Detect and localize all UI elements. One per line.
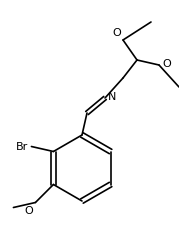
Text: O: O xyxy=(162,59,171,69)
Text: O: O xyxy=(112,28,121,38)
Text: N: N xyxy=(108,92,116,102)
Text: O: O xyxy=(25,205,33,216)
Text: Br: Br xyxy=(16,142,28,151)
